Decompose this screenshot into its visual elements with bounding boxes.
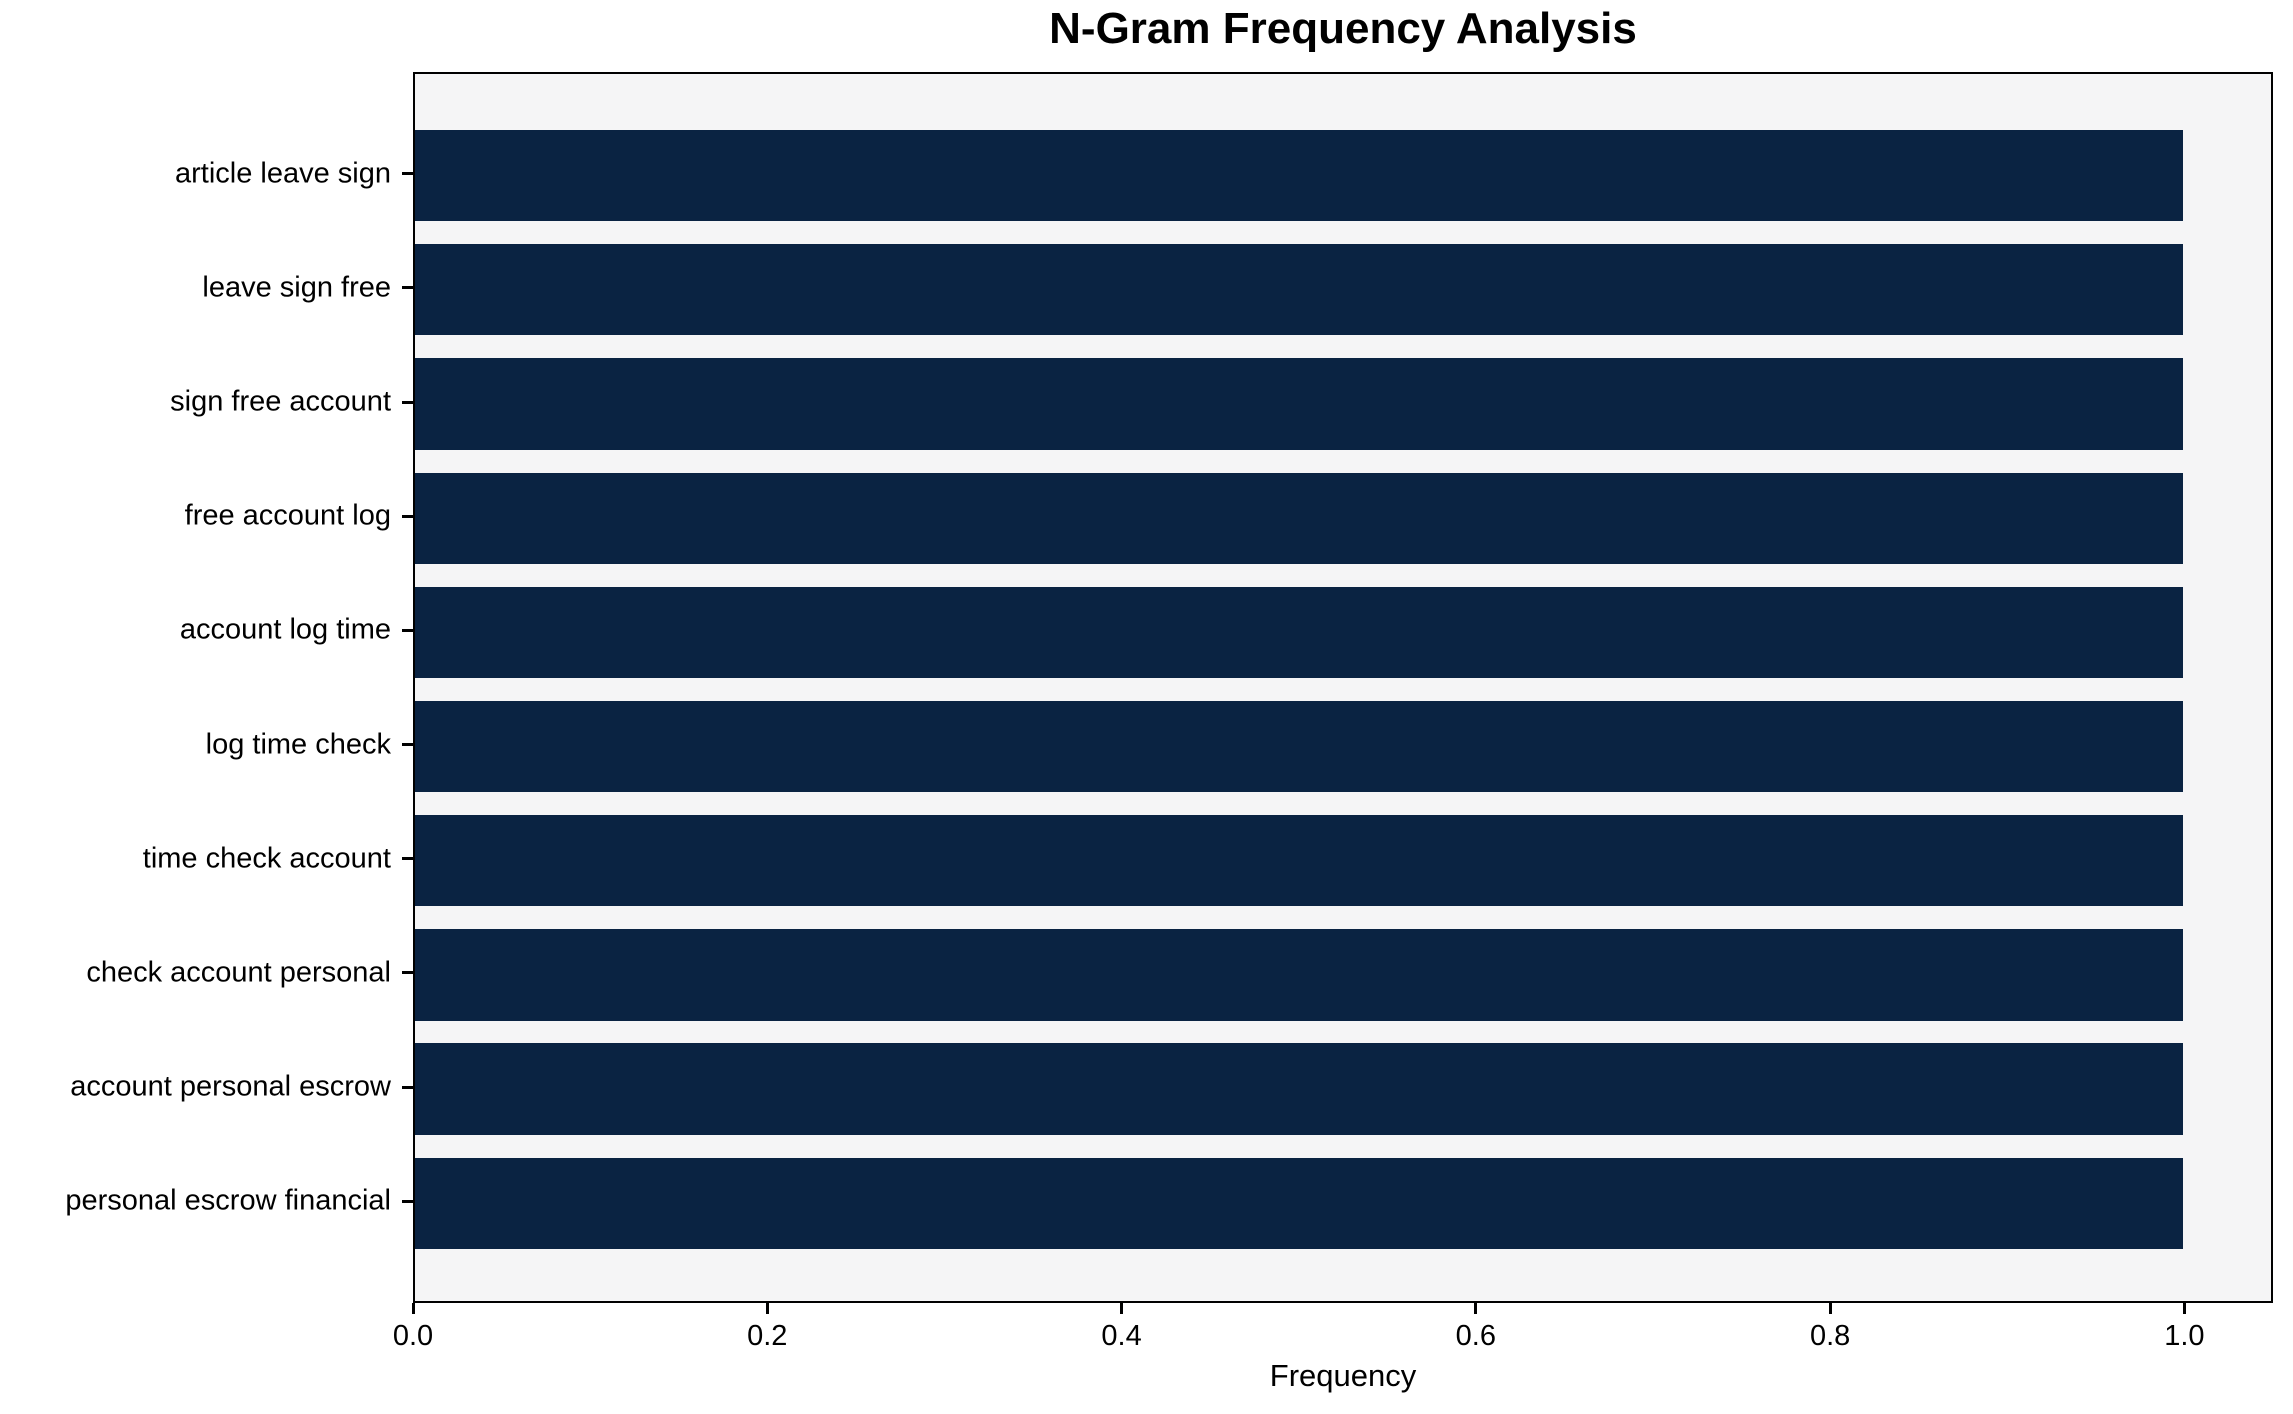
bar [415,358,2183,450]
bar [415,815,2183,907]
x-tick-mark [765,1303,769,1314]
y-tick-label: leave sign free [202,271,391,304]
y-tick-label: time check account [142,842,391,875]
y-tick-mark [402,971,413,975]
x-tick-label: 0.2 [747,1320,788,1352]
y-tick-mark [402,743,413,747]
y-tick-mark [402,514,413,518]
x-tick-label: 0.8 [1809,1320,1851,1352]
x-tick-mark [1828,1303,1832,1314]
bar [415,1043,2183,1135]
x-tick-label: 0.6 [1455,1320,1496,1352]
y-tick-label: log time check [205,728,391,761]
x-tick-label: 0.4 [1101,1320,1142,1352]
y-tick-mark [402,1199,413,1203]
bar [415,244,2183,336]
y-tick-label: account log time [179,613,391,646]
y-tick-label: free account log [184,499,391,532]
bar [415,929,2183,1021]
y-tick-mark [402,286,413,290]
chart-title: N-Gram Frequency Analysis [1049,4,1637,53]
y-tick-label: sign free account [170,385,391,418]
y-tick-label: article leave sign [175,157,391,190]
x-tick-mark [1120,1303,1124,1314]
y-tick-mark [402,628,413,632]
y-tick-mark [402,172,413,176]
bar [415,700,2183,793]
y-tick-label: account personal escrow [70,1070,391,1103]
x-axis-label: Frequency [1269,1358,1417,1393]
bar [415,1157,2183,1250]
x-tick-label: 1.0 [2164,1320,2205,1352]
y-tick-label: personal escrow financial [65,1184,391,1217]
x-tick-mark [411,1303,415,1314]
y-tick-mark [402,400,413,404]
bar [415,586,2183,679]
x-tick-mark [2182,1303,2186,1314]
bar [415,129,2183,222]
bar [415,472,2183,564]
y-tick-label: check account personal [86,956,391,989]
y-tick-mark [402,857,413,861]
x-tick-mark [1474,1303,1478,1314]
plot-area [413,72,2273,1303]
x-tick-label: 0.0 [392,1320,434,1352]
y-tick-mark [402,1085,413,1089]
